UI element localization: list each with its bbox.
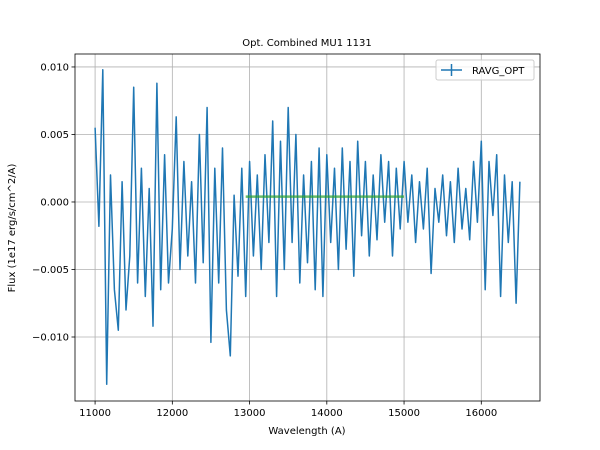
y-tick-label: 0.010 [40, 62, 69, 73]
y-tick-label: −0.010 [32, 333, 69, 344]
axes-frame [74, 53, 541, 402]
legend-label: RAVG_OPT [472, 66, 525, 77]
y-axis-label: Flux (1e17 erg/s/cm^2/A) [7, 164, 18, 293]
x-tick-label: 11000 [79, 408, 111, 419]
x-tick-label: 12000 [156, 408, 188, 419]
series-line-ravg-opt [94, 68, 521, 386]
y-tick-label: 0.000 [40, 197, 69, 208]
legend-box [435, 59, 535, 81]
legend: RAVG_OPT [435, 59, 535, 81]
x-tick-label: 16000 [465, 408, 497, 419]
x-tick-label: 15000 [388, 408, 420, 419]
y-tick-label: −0.005 [32, 265, 69, 276]
y-tick-label: 0.005 [40, 130, 69, 141]
x-axis-label: Wavelength (A) [268, 426, 345, 437]
x-tick-label: 14000 [311, 408, 343, 419]
plot-area [94, 68, 521, 386]
x-tick-label: 13000 [234, 408, 266, 419]
ticks: 11000 12000 13000 14000 15000 16000 0.010 0.005… [32, 62, 497, 419]
chart-title: Opt. Combined MU1 1131 [242, 38, 371, 49]
